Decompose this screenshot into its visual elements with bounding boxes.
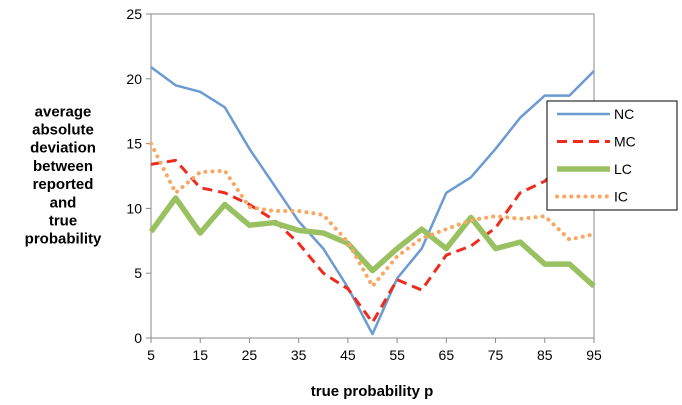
y-tick-label: 10 [126, 200, 142, 216]
series-line-nc [150, 66, 595, 336]
x-tick-label: 65 [439, 347, 455, 363]
x-tick-label: 95 [586, 347, 602, 363]
y-tick-label: 25 [126, 6, 142, 22]
legend-label-mc: MC [614, 134, 636, 150]
y-tick-label: 5 [134, 265, 142, 281]
x-tick-label: 55 [389, 347, 405, 363]
x-tick-label: 75 [488, 347, 504, 363]
series-line-mc [150, 156, 596, 324]
y-axis-title: average absolutedeviationbetweenreporteda… [25, 103, 102, 247]
y-axis-title-line: and [50, 194, 77, 211]
y-axis-ticks: 0 5 10 15 20 25 [126, 6, 151, 346]
x-tick-label: 25 [242, 347, 258, 363]
y-tick-label: 0 [134, 330, 142, 346]
legend: NC MC LC IC [546, 100, 678, 211]
x-tick-label: 85 [537, 347, 553, 363]
y-axis-title-line: between [33, 158, 93, 175]
legend-box [546, 100, 678, 211]
series-layer [148, 66, 596, 336]
y-tick-label: 15 [126, 136, 142, 152]
legend-label-nc: NC [614, 106, 634, 122]
legend-label-lc: LC [614, 161, 632, 177]
y-tick-label: 20 [126, 71, 142, 87]
y-axis-title-line: absolute [32, 122, 94, 139]
y-axis-title-line: probability [25, 231, 102, 248]
y-axis-title-line: average [35, 103, 92, 120]
x-tick-label: 15 [192, 347, 208, 363]
plot-frame [150, 13, 595, 339]
y-axis-title-line: reported [33, 176, 94, 193]
legend-label-ic: IC [614, 189, 628, 205]
x-axis-title: true probability p [311, 383, 434, 400]
x-tick-label: 5 [147, 347, 155, 363]
x-tick-label: 45 [340, 347, 356, 363]
plot-area [150, 13, 595, 339]
series-line-ic [149, 141, 596, 289]
series-line-lc [148, 195, 596, 289]
x-axis-ticks: 5 15 25 35 45 55 65 75 85 95 [147, 338, 602, 363]
y-axis-title-line: deviation [30, 140, 96, 157]
x-tick-label: 35 [291, 347, 307, 363]
y-axis-title-line: true [49, 213, 77, 230]
